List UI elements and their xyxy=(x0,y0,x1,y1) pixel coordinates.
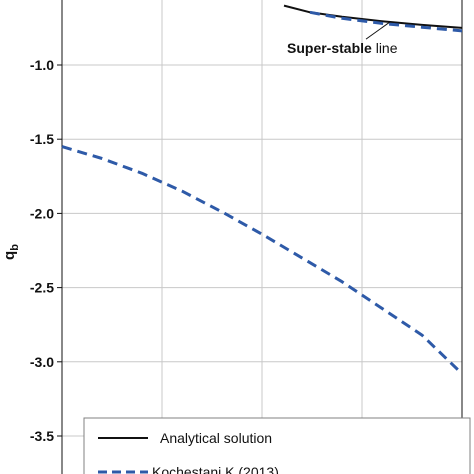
series-line-1 xyxy=(283,4,463,29)
y-tick-label: -1.0 xyxy=(30,57,54,73)
legend: Analytical solution Kochestani K (2013) xyxy=(83,417,471,474)
y-tick-label: -3.0 xyxy=(30,354,54,370)
y-tick-label: -3.5 xyxy=(30,428,54,444)
y-tick-label: -2.0 xyxy=(30,205,54,221)
annotation-text: Super-stable line xyxy=(287,40,398,56)
y-tick-labels: -1.0 -1.5 -2.0 -2.5 -3.0 -3.5 xyxy=(30,57,54,444)
annotation-pointer xyxy=(365,21,391,40)
series-line-2 xyxy=(309,10,463,33)
legend-label-kochestani: Kochestani K (2013) xyxy=(152,464,279,474)
series-layer xyxy=(61,4,464,375)
series-line-3 xyxy=(61,145,464,375)
legend-label-analytical: Analytical solution xyxy=(160,430,272,446)
axes xyxy=(57,0,463,474)
y-axis-title: qb xyxy=(1,244,21,260)
legend-box xyxy=(83,417,471,474)
y-tick-label: -1.5 xyxy=(30,131,54,147)
y-tick-label: -2.5 xyxy=(30,280,54,296)
annotation: Super-stable line xyxy=(287,21,398,56)
